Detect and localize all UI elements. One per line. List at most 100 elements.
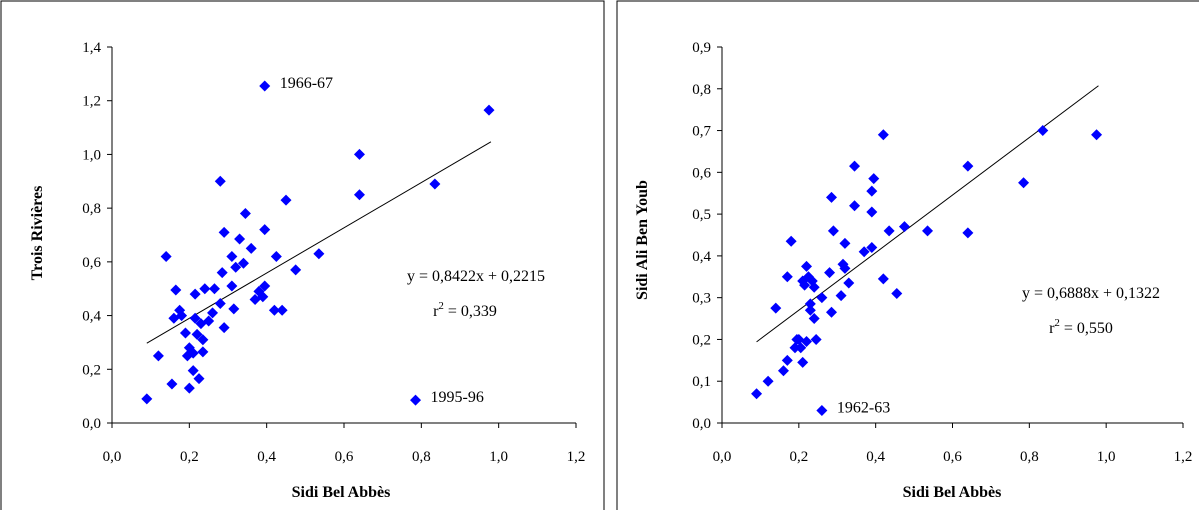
data-point bbox=[214, 175, 226, 187]
data-point bbox=[237, 257, 249, 269]
data-point bbox=[1037, 125, 1049, 137]
data-point bbox=[203, 315, 215, 327]
y-tick-label: 0,6 bbox=[82, 255, 101, 271]
data-point bbox=[353, 148, 365, 160]
y-tick-label: 0,5 bbox=[692, 207, 711, 223]
data-point bbox=[808, 281, 820, 293]
x-tick-label: 0,8 bbox=[1020, 449, 1039, 465]
data-point bbox=[891, 287, 903, 299]
data-point bbox=[793, 333, 805, 345]
data-point bbox=[187, 365, 199, 377]
data-point bbox=[197, 334, 209, 346]
chart-panel-trois-rivieres: Trois Rivières Sidi Bel Abbès y = 0,8422… bbox=[0, 0, 605, 510]
r-squared-label: r2 = 0,550 bbox=[1049, 317, 1113, 337]
data-point bbox=[801, 336, 813, 348]
regression-equation: y = 0,8422x + 0,2215 bbox=[407, 268, 545, 285]
data-point bbox=[259, 80, 271, 92]
data-point bbox=[808, 313, 820, 325]
data-point bbox=[1091, 129, 1103, 141]
data-point bbox=[835, 290, 847, 302]
data-point bbox=[837, 258, 849, 270]
data-point bbox=[839, 262, 851, 274]
data-point bbox=[877, 273, 889, 285]
data-point bbox=[410, 394, 422, 406]
y-tick-label: 0,8 bbox=[82, 201, 101, 217]
data-point bbox=[922, 225, 934, 237]
data-point bbox=[259, 280, 271, 292]
r-squared-value: = 0,550 bbox=[1060, 320, 1113, 337]
y-tick-label: 0,6 bbox=[692, 165, 711, 181]
data-point bbox=[883, 225, 895, 237]
data-point bbox=[804, 304, 816, 316]
data-point bbox=[228, 303, 240, 315]
data-point bbox=[179, 327, 191, 339]
data-point bbox=[189, 288, 201, 300]
data-point bbox=[353, 189, 365, 201]
data-point bbox=[226, 250, 238, 262]
data-point bbox=[825, 191, 837, 203]
data-point bbox=[176, 310, 188, 322]
data-point bbox=[249, 293, 261, 305]
data-point bbox=[770, 302, 782, 314]
trendline bbox=[146, 141, 492, 344]
data-point bbox=[962, 227, 974, 239]
data-point bbox=[218, 322, 230, 334]
data-point bbox=[191, 328, 203, 340]
data-point bbox=[141, 393, 153, 405]
data-point bbox=[270, 250, 282, 262]
data-point bbox=[245, 242, 257, 254]
data-point bbox=[218, 226, 230, 238]
scatter-chart-sidi-ali-ben-youb: Sidi Ali Ben Youb Sidi Bel Abbès y = 0,6… bbox=[616, 0, 1199, 510]
y-tick-label: 0,4 bbox=[82, 309, 101, 325]
data-point bbox=[806, 275, 818, 287]
x-tick-label: 0,0 bbox=[713, 449, 732, 465]
y-tick-label: 0,3 bbox=[692, 291, 711, 307]
x-tick-label: 0,0 bbox=[103, 449, 122, 465]
data-point bbox=[824, 267, 836, 279]
x-tick-label: 1,2 bbox=[1174, 449, 1193, 465]
data-point bbox=[785, 235, 797, 247]
data-point bbox=[825, 306, 837, 318]
r-squared-superscript: 2 bbox=[1054, 317, 1060, 329]
x-tick-label: 1,0 bbox=[1097, 449, 1116, 465]
x-tick-label: 0,2 bbox=[180, 449, 199, 465]
data-point bbox=[898, 221, 910, 233]
data-point bbox=[197, 346, 209, 358]
data-point bbox=[866, 185, 878, 197]
x-axis-title: Sidi Bel Abbès bbox=[903, 484, 1002, 501]
data-point bbox=[849, 160, 861, 172]
y-axis-title: Sidi Ali Ben Youb bbox=[634, 180, 651, 300]
y-tick-label: 0,1 bbox=[692, 374, 711, 390]
data-point bbox=[189, 312, 201, 324]
data-point bbox=[816, 292, 828, 304]
x-tick-label: 0,2 bbox=[789, 449, 808, 465]
data-point bbox=[276, 304, 288, 316]
y-tick-label: 0,2 bbox=[692, 332, 711, 348]
data-point bbox=[866, 242, 878, 254]
data-point bbox=[858, 246, 870, 258]
data-point bbox=[166, 378, 178, 390]
data-point bbox=[257, 291, 269, 303]
data-point bbox=[789, 342, 801, 354]
data-point bbox=[207, 307, 219, 319]
data-point bbox=[280, 194, 292, 206]
data-point bbox=[962, 160, 974, 172]
y-tick-label: 0,0 bbox=[692, 416, 711, 432]
y-tick-label: 0,7 bbox=[692, 124, 711, 140]
data-point bbox=[259, 224, 271, 236]
data-point bbox=[226, 280, 238, 292]
data-point bbox=[193, 373, 205, 385]
data-point bbox=[751, 388, 763, 400]
data-point bbox=[762, 375, 774, 387]
data-point bbox=[827, 225, 839, 237]
data-point bbox=[839, 237, 851, 249]
x-tick-label: 1,2 bbox=[567, 449, 586, 465]
data-point bbox=[230, 261, 242, 273]
r-squared-symbol: r bbox=[433, 303, 439, 320]
data-point bbox=[199, 283, 211, 295]
data-point bbox=[797, 356, 809, 368]
x-tick-label: 0,4 bbox=[866, 449, 885, 465]
data-point bbox=[781, 354, 793, 366]
data-point bbox=[799, 279, 811, 291]
y-tick-label: 0,2 bbox=[82, 362, 101, 378]
